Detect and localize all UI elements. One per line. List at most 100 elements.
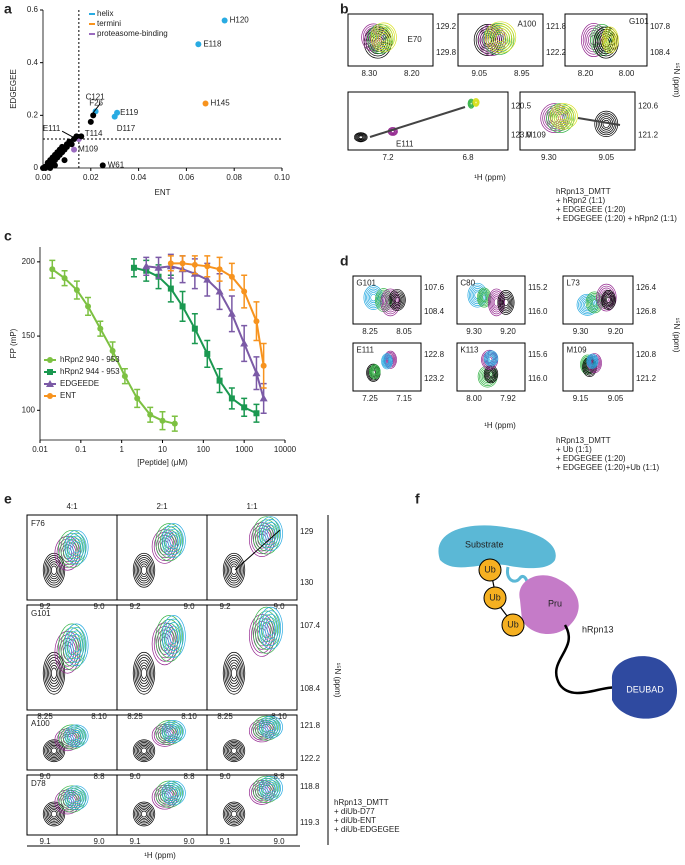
contour [479,291,489,304]
y-tick-label: 115.6 [528,350,548,359]
spectrum-box [206,514,298,601]
column-label: 2:1 [156,502,168,511]
contour [159,724,179,742]
panel-label: b [340,1,349,17]
y-axis-label: FP (mP) [9,328,18,358]
contour [132,552,156,588]
contour [72,793,81,803]
contour [167,786,180,800]
contour [262,719,280,735]
x-tick-label: 100 [197,445,211,454]
contour [355,133,366,141]
contour [230,747,238,754]
contour [488,371,494,378]
contour [474,100,478,105]
marker [253,410,260,417]
contour [49,563,59,577]
legend-label: hRpn13_DMTT [556,436,611,445]
contour [473,24,502,56]
pru-label: Pru [548,598,562,608]
contour [50,565,58,575]
contour [44,803,64,825]
panel-label: d [340,253,349,269]
x-tick-label: 0.01 [32,445,48,454]
contour [222,739,246,763]
legend-label: helix [97,9,113,18]
y-tick-label: 126.8 [636,307,657,316]
spectrum-box [26,604,118,711]
marker [154,263,163,271]
contour [49,665,59,682]
contour [487,370,495,379]
y-tick-label: 115.2 [528,283,548,292]
contour [58,623,86,671]
contour [161,615,186,658]
residue-label: K113 [460,345,479,354]
contour [226,806,242,822]
column-label: 4:1 [66,502,78,511]
point [195,41,202,48]
contour [264,721,278,733]
y-tick-label: 129 [300,527,314,536]
marker [109,347,116,354]
residue-label: M109 [526,131,547,140]
x-tick-label: 9.30 [541,153,557,162]
marker [179,303,186,310]
y-tick-label: 107.8 [650,22,671,31]
contour [553,106,574,126]
marker [147,411,154,418]
contour [370,22,397,53]
ub [478,558,502,582]
contour [139,746,149,756]
legend-label: + diUb-ENT [334,816,376,825]
x-tick-label: 9.20 [500,327,516,336]
contour [222,801,246,827]
contour [369,365,380,379]
contour [66,627,87,663]
contour [230,667,238,679]
contour [264,617,278,639]
y-tick-label: 107.6 [424,283,445,292]
contour [368,364,381,380]
contour [60,533,84,565]
contour [481,28,503,52]
contour [224,654,244,692]
contour [42,651,66,695]
ub-label: Ub [489,592,501,602]
contour [488,355,494,361]
contour [64,635,80,659]
contour [139,809,149,819]
contour [138,561,150,580]
contour [266,723,276,732]
contour [134,740,154,761]
legend-label: + diUb-D77 [334,807,375,816]
contour [138,662,150,685]
residue-label: L73 [567,278,581,287]
protein-label: hRpn13 [582,624,614,634]
contour [44,555,64,586]
contour [60,787,84,811]
point-label: T114 [85,129,103,138]
contour [559,112,568,121]
contour [259,721,274,735]
contour [264,781,278,795]
y-tick-label: 120.5 [511,102,532,111]
contour [140,565,148,575]
contour [44,740,64,761]
contour [67,732,77,742]
y-tick-label: 200 [22,257,36,266]
panel-label: f [415,491,420,507]
legend-label: hRpn2 940 - 953 [60,355,120,364]
contour [370,366,379,378]
x-tick-label: 8.20 [404,69,420,78]
contour [225,657,243,690]
point [114,109,121,116]
legend-label: EDGEEDE [60,379,99,388]
contour [376,28,392,47]
x-tick-label: 8.10 [271,712,287,721]
contour [588,355,597,367]
contour [228,662,240,685]
contour [557,110,570,123]
contour [167,531,180,550]
contour [42,801,66,827]
